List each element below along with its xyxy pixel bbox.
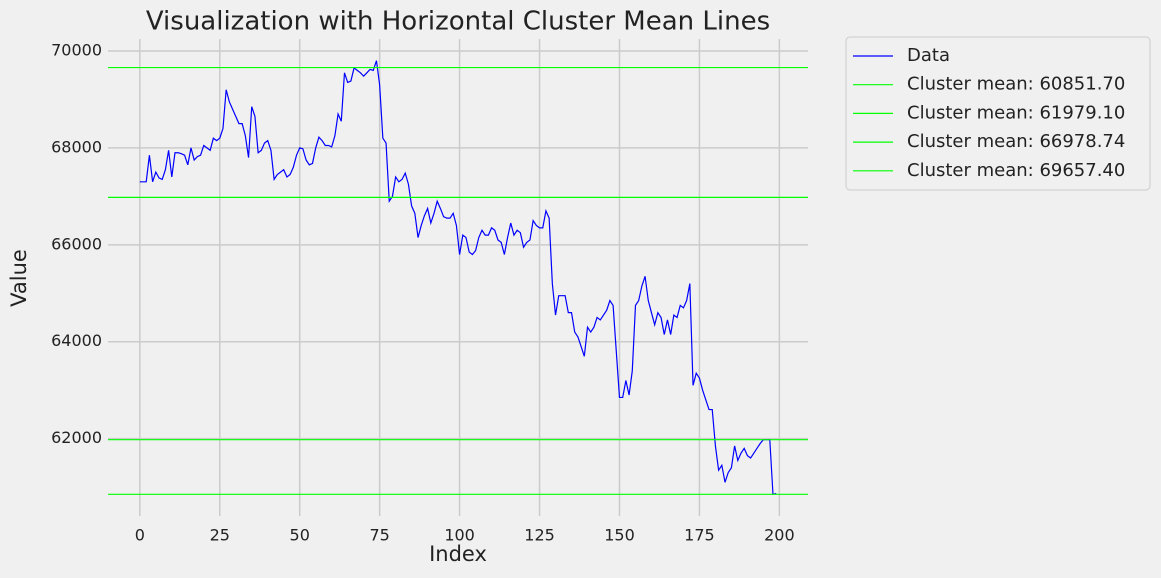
legend-label: Data [907,45,950,66]
y-tick-label: 62000 [51,428,102,447]
legend-label: Cluster mean: 66978.74 [907,131,1125,152]
y-tick-label: 68000 [51,137,102,156]
x-tick-label: 150 [604,526,635,545]
x-tick-label: 200 [764,526,795,545]
chart-title: Visualization with Horizontal Cluster Me… [146,7,770,37]
legend-label: Cluster mean: 61979.10 [907,102,1125,123]
y-axis-label: Value [7,249,31,307]
x-tick-label: 175 [684,526,715,545]
y-tick-label: 64000 [51,331,102,350]
y-tick-label: 66000 [51,234,102,253]
x-tick-label: 75 [369,526,389,545]
x-tick-label: 50 [290,526,310,545]
x-axis-label: Index [429,542,487,566]
x-tick-label: 0 [135,526,145,545]
x-tick-label: 25 [210,526,230,545]
y-tick-label: 70000 [51,40,102,59]
legend-label: Cluster mean: 69657.40 [907,160,1125,181]
legend-label: Cluster mean: 60851.70 [907,74,1125,95]
data-line [139,60,777,496]
legend-box [845,36,1151,191]
x-tick-label: 125 [524,526,555,545]
x-tick-label: 100 [444,526,475,545]
